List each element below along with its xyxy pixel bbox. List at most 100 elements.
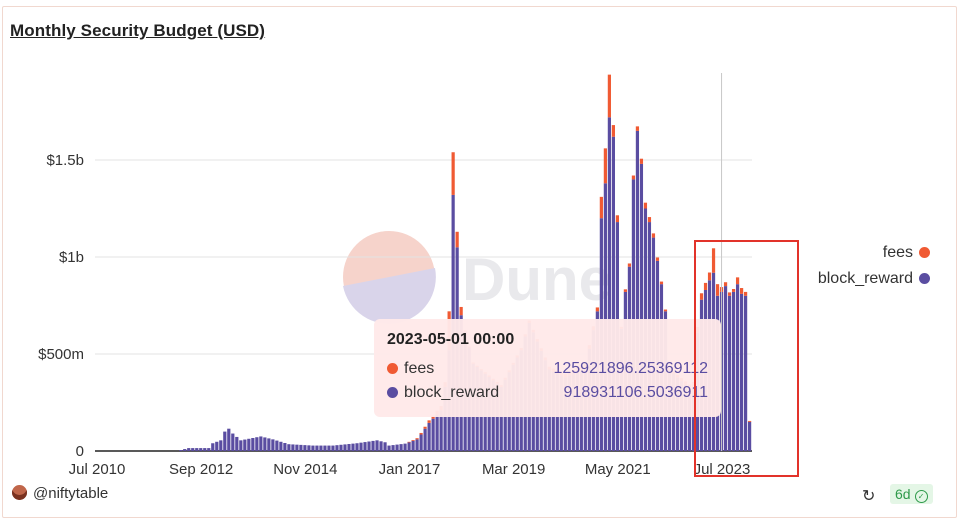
- bar-block-reward[interactable]: [295, 444, 299, 451]
- bar-block-reward[interactable]: [299, 444, 303, 451]
- bar-fees[interactable]: [739, 288, 744, 294]
- bar-fees[interactable]: [407, 441, 411, 443]
- bar-fees[interactable]: [715, 284, 720, 296]
- bar-fees[interactable]: [415, 438, 419, 440]
- bar-fees[interactable]: [627, 263, 632, 267]
- bar-fees[interactable]: [663, 309, 668, 312]
- bar-block-reward[interactable]: [395, 444, 399, 451]
- bar-block-reward[interactable]: [427, 422, 431, 451]
- bar-block-reward[interactable]: [723, 286, 728, 451]
- author-link[interactable]: @niftytable: [12, 485, 108, 502]
- bar-block-reward[interactable]: [415, 439, 419, 451]
- bar-block-reward[interactable]: [283, 442, 287, 451]
- bar-block-reward[interactable]: [383, 442, 387, 451]
- bar-block-reward[interactable]: [255, 437, 259, 451]
- bar-block-reward[interactable]: [355, 443, 359, 451]
- bar-block-reward[interactable]: [359, 442, 363, 451]
- bar-block-reward[interactable]: [371, 440, 375, 451]
- bar-fees[interactable]: [747, 420, 752, 422]
- bar-fees[interactable]: [623, 289, 628, 292]
- bar-block-reward[interactable]: [743, 295, 748, 451]
- legend-item-block-reward[interactable]: block_reward: [818, 266, 930, 292]
- bar-fees[interactable]: [595, 307, 599, 312]
- age-badge[interactable]: 6d ✓: [890, 484, 933, 504]
- bar-block-reward[interactable]: [339, 444, 343, 451]
- bar-block-reward[interactable]: [263, 437, 267, 451]
- bar-fees[interactable]: [615, 215, 619, 223]
- bar-block-reward[interactable]: [607, 117, 611, 451]
- bar-block-reward[interactable]: [231, 433, 235, 451]
- bar-block-reward[interactable]: [391, 445, 395, 451]
- bar-block-reward[interactable]: [291, 444, 295, 451]
- bar-block-reward[interactable]: [419, 434, 423, 451]
- bar-block-reward[interactable]: [187, 448, 191, 451]
- bar-fees[interactable]: [631, 175, 636, 180]
- bar-block-reward[interactable]: [435, 414, 439, 451]
- bar-block-reward[interactable]: [271, 439, 275, 451]
- bar-fees[interactable]: [711, 248, 716, 273]
- bar-block-reward[interactable]: [347, 444, 351, 451]
- bar-block-reward[interactable]: [195, 448, 199, 451]
- bar-block-reward[interactable]: [363, 442, 367, 451]
- bar-fees[interactable]: [655, 257, 660, 261]
- bar-block-reward[interactable]: [611, 136, 615, 451]
- bar-block-reward[interactable]: [739, 293, 744, 451]
- bar-block-reward[interactable]: [327, 445, 331, 451]
- bar-fees[interactable]: [727, 292, 732, 296]
- bar-block-reward[interactable]: [343, 444, 347, 451]
- bar-block-reward[interactable]: [635, 130, 640, 451]
- bar-block-reward[interactable]: [315, 445, 319, 451]
- bar-fees[interactable]: [643, 202, 648, 209]
- bar-block-reward[interactable]: [247, 438, 251, 451]
- bar-fees[interactable]: [419, 432, 423, 435]
- bar-block-reward[interactable]: [399, 444, 403, 451]
- bar-block-reward[interactable]: [267, 438, 271, 451]
- bar-fees[interactable]: [659, 281, 664, 285]
- legend-item-fees[interactable]: fees: [818, 240, 930, 266]
- bar-block-reward[interactable]: [211, 443, 215, 451]
- bar-block-reward[interactable]: [443, 386, 447, 451]
- bar-fees[interactable]: [647, 217, 652, 223]
- bar-block-reward[interactable]: [727, 295, 732, 451]
- bar-block-reward[interactable]: [311, 445, 315, 451]
- bar-block-reward[interactable]: [411, 440, 415, 451]
- bar-block-reward[interactable]: [631, 179, 636, 451]
- bar-block-reward[interactable]: [639, 163, 644, 451]
- refresh-icon[interactable]: ↻: [862, 488, 876, 505]
- bar-fees[interactable]: [411, 440, 415, 441]
- bar-fees[interactable]: [703, 282, 708, 290]
- bar-fees[interactable]: [459, 306, 463, 316]
- bar-block-reward[interactable]: [439, 410, 443, 451]
- bar-block-reward[interactable]: [319, 445, 323, 451]
- bar-block-reward[interactable]: [367, 441, 371, 451]
- bar-block-reward[interactable]: [375, 440, 379, 451]
- bar-block-reward[interactable]: [431, 418, 435, 451]
- bar-block-reward[interactable]: [203, 448, 207, 451]
- bar-block-reward[interactable]: [403, 443, 407, 451]
- bar-block-reward[interactable]: [219, 440, 223, 451]
- bar-block-reward[interactable]: [407, 442, 411, 451]
- bar-block-reward[interactable]: [307, 445, 311, 451]
- bar-block-reward[interactable]: [227, 428, 231, 451]
- bar-block-reward[interactable]: [747, 421, 752, 451]
- bar-fees[interactable]: [607, 74, 611, 118]
- bar-block-reward[interactable]: [379, 441, 383, 451]
- bar-block-reward[interactable]: [207, 448, 211, 451]
- bar-block-reward[interactable]: [495, 383, 499, 451]
- bar-fees[interactable]: [603, 148, 607, 184]
- bar-fees[interactable]: [599, 196, 603, 219]
- bar-block-reward[interactable]: [199, 448, 203, 451]
- bar-block-reward[interactable]: [323, 445, 327, 451]
- bar-block-reward[interactable]: [287, 444, 291, 451]
- bar-fees[interactable]: [451, 152, 455, 195]
- bar-fees[interactable]: [699, 293, 704, 300]
- bar-block-reward[interactable]: [279, 441, 283, 451]
- bar-fees[interactable]: [611, 125, 615, 137]
- bar-fees[interactable]: [707, 272, 712, 281]
- bar-block-reward[interactable]: [215, 441, 219, 451]
- bar-block-reward[interactable]: [331, 445, 335, 451]
- bar-block-reward[interactable]: [183, 449, 187, 451]
- bar-block-reward[interactable]: [251, 438, 255, 451]
- bar-block-reward[interactable]: [351, 443, 355, 451]
- bar-fees[interactable]: [423, 426, 427, 429]
